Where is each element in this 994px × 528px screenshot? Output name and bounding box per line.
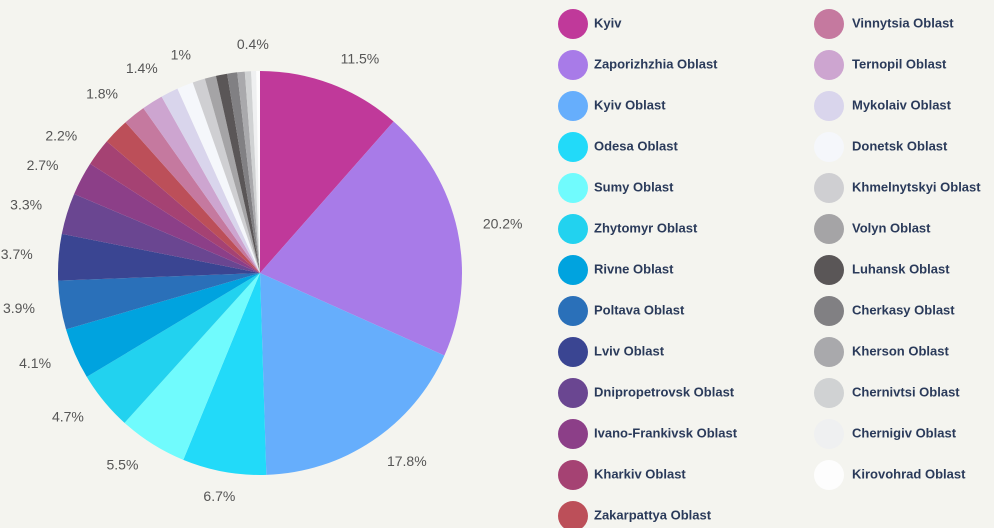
legend-label: Volyn Oblast xyxy=(852,220,931,235)
legend-swatch xyxy=(814,91,844,121)
pie-slice xyxy=(86,273,260,423)
pie-slice xyxy=(66,273,260,377)
legend-swatch xyxy=(814,337,844,367)
pie-slice xyxy=(260,121,463,356)
pie-slice xyxy=(237,71,260,273)
legend-label: Kyiv Oblast xyxy=(594,97,666,112)
pie-slice xyxy=(161,88,260,274)
data-label: 3.7% xyxy=(1,246,33,262)
legend-swatch xyxy=(814,214,844,244)
data-label: 20.2% xyxy=(483,215,523,231)
legend-label: Donetsk Oblast xyxy=(852,138,948,153)
pie-slice xyxy=(90,141,260,273)
data-label: 0.4% xyxy=(237,36,269,52)
legend-swatch xyxy=(558,460,588,490)
pie-slice xyxy=(125,108,260,273)
legend-label: Vinnytsia Oblast xyxy=(852,15,954,30)
legend-label: Dnipropetrovsk Oblast xyxy=(594,384,735,399)
legend-swatch xyxy=(558,132,588,162)
legend-swatch xyxy=(558,501,588,528)
pie-slice xyxy=(256,71,260,273)
data-label: 3.3% xyxy=(10,197,42,213)
legend-label: Poltava Oblast xyxy=(594,302,685,317)
legend-swatch xyxy=(814,132,844,162)
data-label: 1.8% xyxy=(86,85,118,101)
legend-label: Lviv Oblast xyxy=(594,343,665,358)
data-label: 4.7% xyxy=(52,408,84,424)
pie-slice xyxy=(251,71,260,273)
legend-swatch xyxy=(558,9,588,39)
legend-swatch xyxy=(814,173,844,203)
legend-label: Khmelnytskyi Oblast xyxy=(852,179,981,194)
legend-swatch xyxy=(814,378,844,408)
data-label: 2.2% xyxy=(45,127,77,143)
legend-swatch xyxy=(558,378,588,408)
legend-label: Zaporizhzhia Oblast xyxy=(594,56,718,71)
legend-label: Sumy Oblast xyxy=(594,179,674,194)
legend-swatch xyxy=(558,419,588,449)
data-label: 11.5% xyxy=(341,50,380,66)
legend-swatch xyxy=(558,214,588,244)
pie-slice xyxy=(227,72,260,273)
legend-label: Rivne Oblast xyxy=(594,261,674,276)
pie-slice xyxy=(244,71,260,274)
legend-swatch xyxy=(558,337,588,367)
pie-slice xyxy=(260,273,445,475)
data-label: 2.7% xyxy=(27,157,59,173)
pie-slice xyxy=(260,71,394,273)
pie-slice xyxy=(106,122,261,273)
legend-swatch xyxy=(558,255,588,285)
legend-swatch xyxy=(814,255,844,285)
data-label: 1% xyxy=(171,46,191,62)
legend-label: Ternopil Oblast xyxy=(852,56,947,71)
legend-swatch xyxy=(558,50,588,80)
legend-label: Kirovohrad Oblast xyxy=(852,466,966,481)
pie-slice xyxy=(61,193,260,273)
legend-swatch xyxy=(814,460,844,490)
legend-label: Cherkasy Oblast xyxy=(852,302,955,317)
legend-label: Kharkiv Oblast xyxy=(594,466,686,481)
legend-swatch xyxy=(814,9,844,39)
pie-slice xyxy=(143,96,260,273)
legend-swatch xyxy=(558,91,588,121)
data-label: 3.9% xyxy=(3,300,35,316)
pie-slice xyxy=(124,273,260,460)
data-label: 17.8% xyxy=(387,453,427,469)
legend-swatch xyxy=(814,50,844,80)
legend-swatch xyxy=(558,173,588,203)
pie-slice xyxy=(204,75,260,274)
legend-label: Odesa Oblast xyxy=(594,138,678,153)
pie-slice xyxy=(192,78,260,273)
legend-label: Luhansk Oblast xyxy=(852,261,950,276)
legend-label: Chernivtsi Oblast xyxy=(852,384,960,399)
pie-slice xyxy=(177,82,260,273)
pie-slice xyxy=(74,163,261,273)
legend-swatch xyxy=(814,419,844,449)
legend-label: Kyiv xyxy=(594,15,622,30)
legend-swatch xyxy=(814,296,844,326)
pie-slice xyxy=(183,273,267,475)
pie-slice xyxy=(58,273,261,330)
data-label: 4.1% xyxy=(19,355,51,371)
data-label: 5.5% xyxy=(107,457,139,473)
legend-label: Ivano-Frankivsk Oblast xyxy=(594,425,738,440)
legend-label: Chernigiv Oblast xyxy=(852,425,957,440)
data-label: 1.4% xyxy=(126,60,158,76)
legend-label: Kherson Oblast xyxy=(852,343,949,358)
pie-slice xyxy=(215,73,260,273)
legend-label: Zakarpattya Oblast xyxy=(594,507,712,522)
legend-label: Mykolaiv Oblast xyxy=(852,97,952,112)
legend-label: Zhytomyr Oblast xyxy=(594,220,698,235)
pie-slice xyxy=(58,233,261,281)
data-label: 6.7% xyxy=(203,488,235,504)
legend-swatch xyxy=(558,296,588,326)
